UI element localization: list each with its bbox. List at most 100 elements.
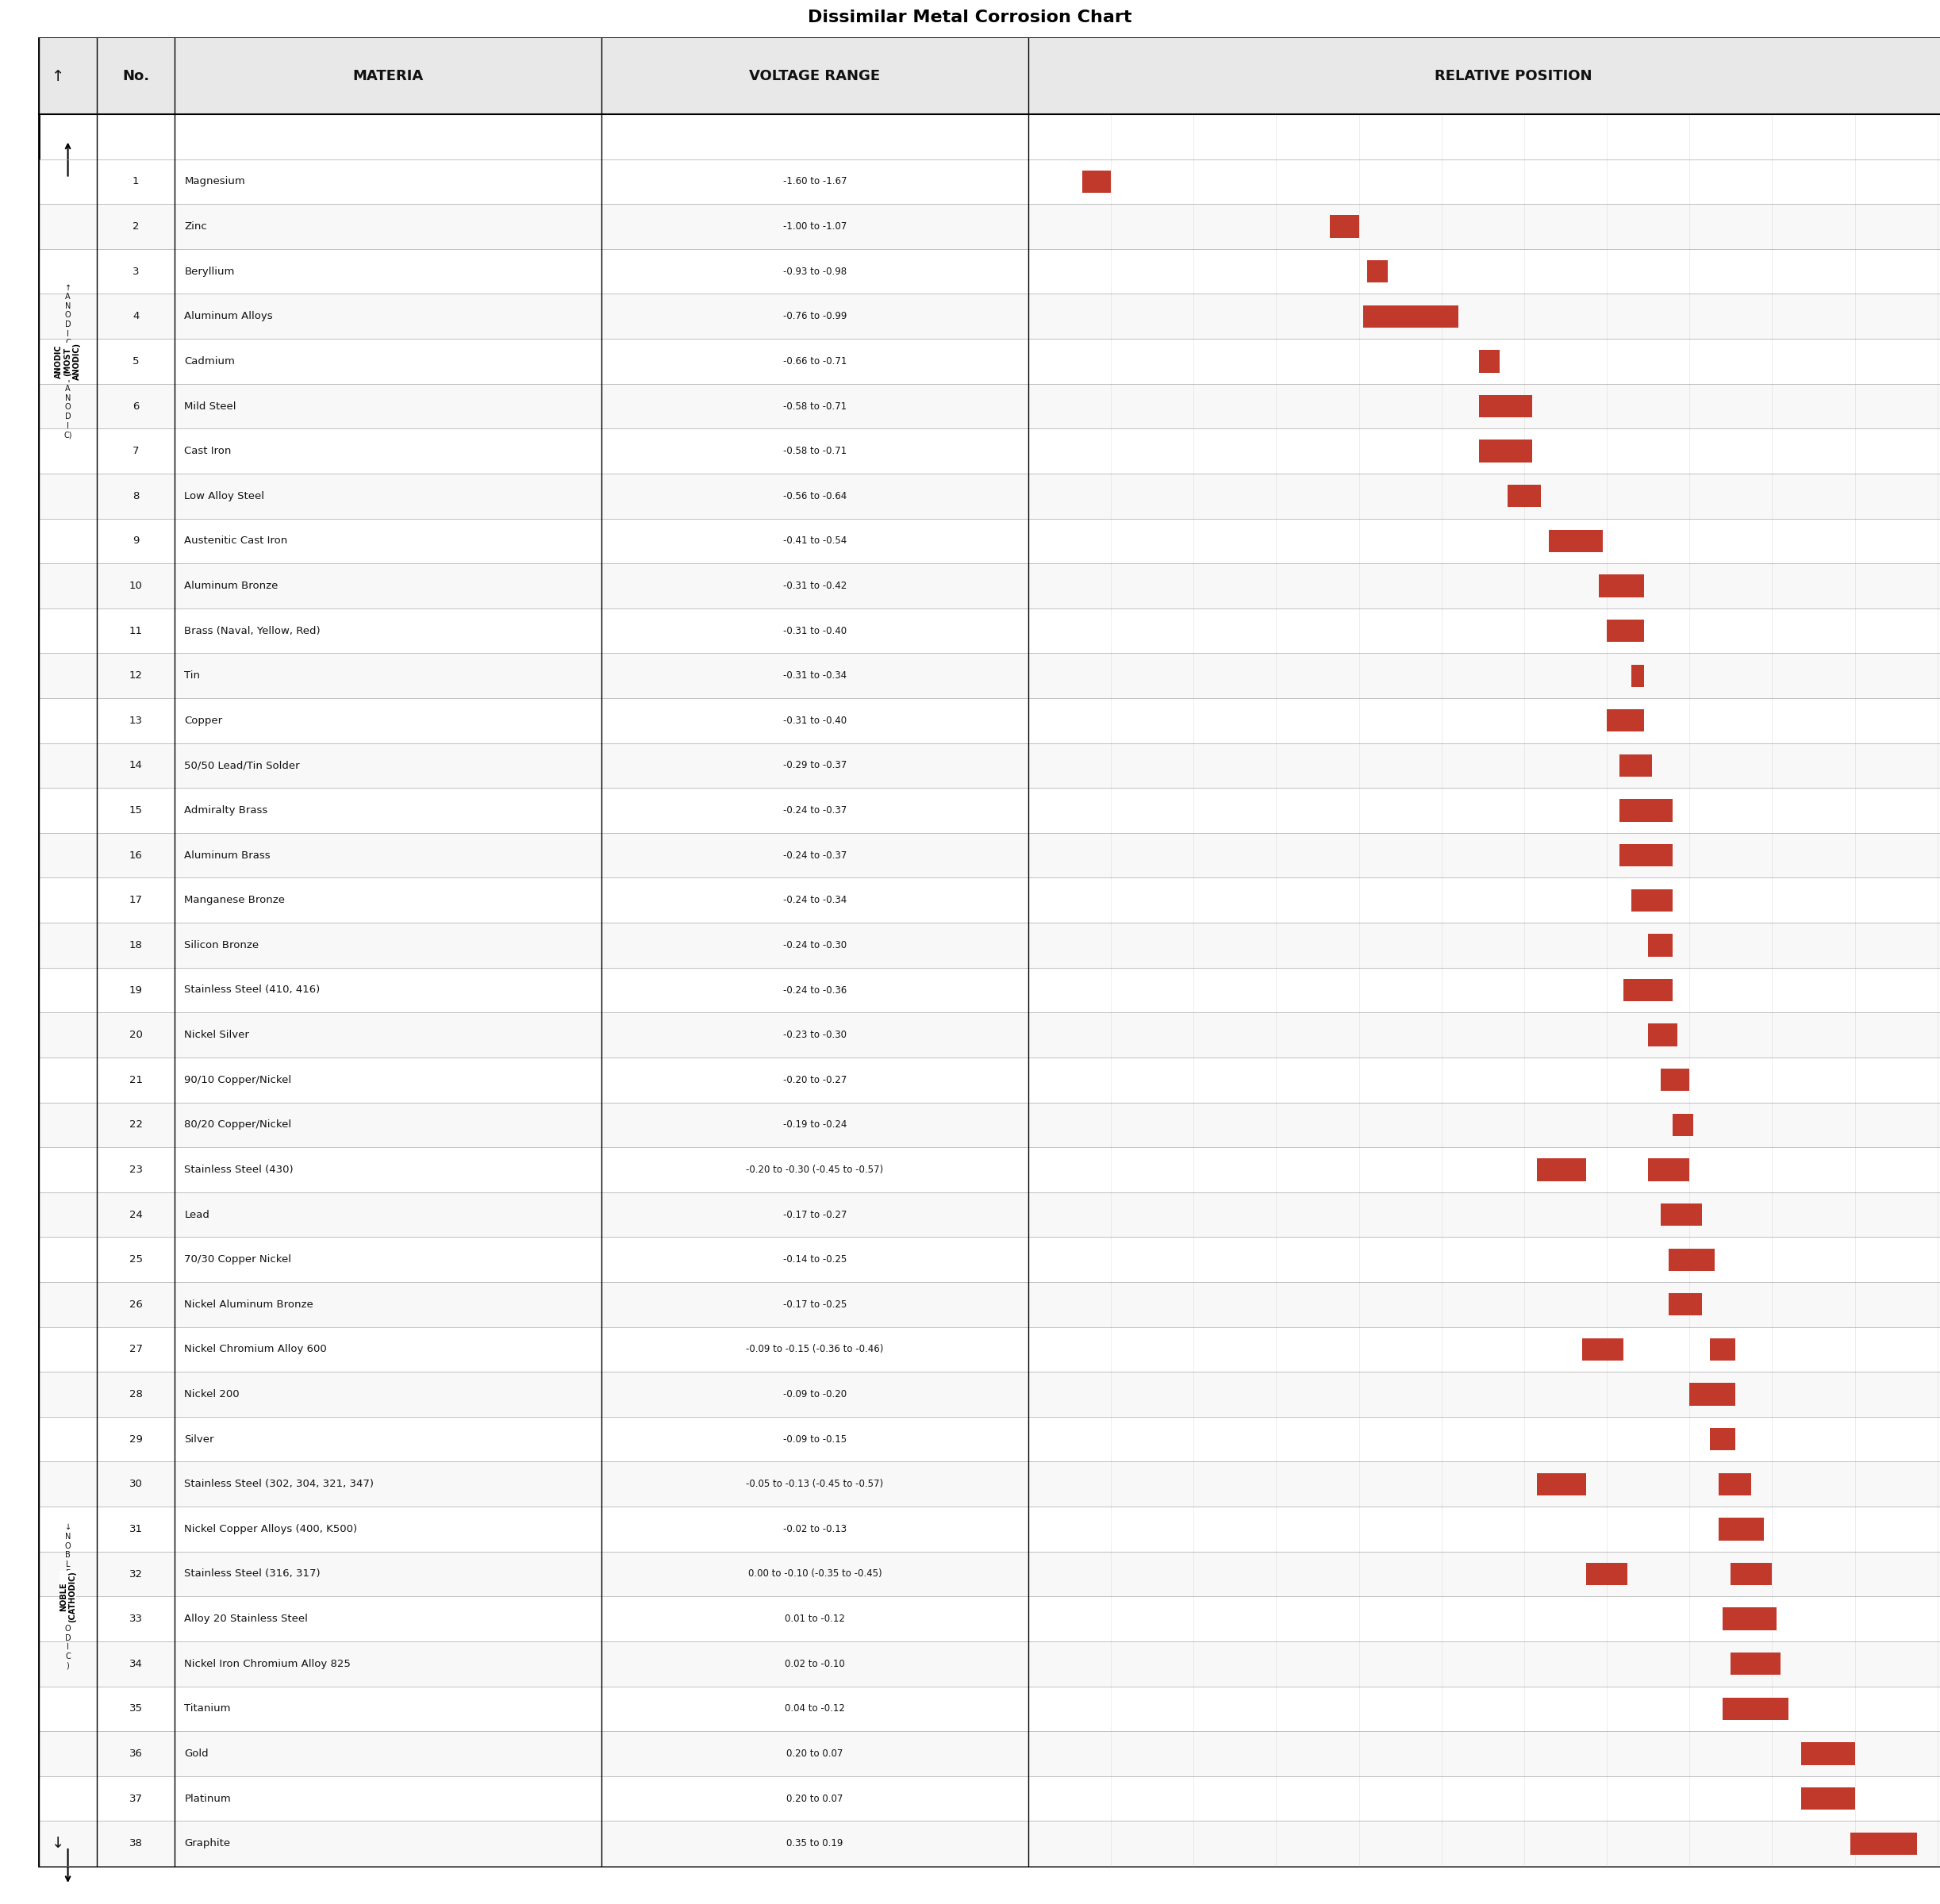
Text: Silicon Bronze: Silicon Bronze xyxy=(184,941,258,950)
Text: VOLTAGE RANGE: VOLTAGE RANGE xyxy=(749,69,881,84)
Bar xyxy=(39,474,1940,518)
Bar xyxy=(39,1731,1940,1776)
Text: Brass (Naval, Yellow, Red): Brass (Naval, Yellow, Red) xyxy=(184,626,320,636)
Text: -0.02 to -0.13: -0.02 to -0.13 xyxy=(784,1523,846,1535)
Text: -0.09 to -0.15: -0.09 to -0.15 xyxy=(784,1434,846,1445)
Text: 29: 29 xyxy=(130,1434,142,1445)
Text: Beryllium: Beryllium xyxy=(184,267,235,276)
Text: No.: No. xyxy=(122,69,149,84)
Text: 12: 12 xyxy=(130,670,142,682)
Bar xyxy=(39,607,1940,653)
Text: Graphite: Graphite xyxy=(184,1837,231,1849)
Text: 70/30 Copper Nickel: 70/30 Copper Nickel xyxy=(184,1255,291,1264)
Bar xyxy=(39,293,1940,339)
Bar xyxy=(1649,1024,1676,1045)
Text: Nickel Aluminum Bronze: Nickel Aluminum Bronze xyxy=(184,1299,314,1310)
Text: Tin: Tin xyxy=(184,670,200,682)
Text: 21: 21 xyxy=(130,1074,142,1085)
Text: 36: 36 xyxy=(130,1748,142,1759)
Text: -0.31 to -0.40: -0.31 to -0.40 xyxy=(784,626,846,636)
Text: Platinum: Platinum xyxy=(184,1794,231,1803)
Bar xyxy=(1606,619,1643,642)
Text: ↓
N
O
B
L
E
(
C
A
T
H
O
D
I
C
): ↓ N O B L E ( C A T H O D I C ) xyxy=(64,1523,72,1670)
Text: Stainless Steel (410, 416): Stainless Steel (410, 416) xyxy=(184,984,320,996)
Text: 27: 27 xyxy=(130,1344,142,1354)
Text: -0.05 to -0.13 (-0.45 to -0.57): -0.05 to -0.13 (-0.45 to -0.57) xyxy=(747,1479,883,1489)
Bar xyxy=(1368,261,1387,282)
Text: 80/20 Copper/Nickel: 80/20 Copper/Nickel xyxy=(184,1120,291,1129)
Bar xyxy=(1536,1158,1587,1180)
Text: -0.24 to -0.34: -0.24 to -0.34 xyxy=(784,895,846,906)
Bar xyxy=(39,1327,1940,1373)
Text: Nickel Copper Alloys (400, K500): Nickel Copper Alloys (400, K500) xyxy=(184,1523,357,1535)
Text: -0.09 to -0.20: -0.09 to -0.20 xyxy=(784,1390,846,1399)
Bar xyxy=(1478,440,1533,463)
Bar xyxy=(1587,1563,1628,1586)
Text: Stainless Steel (430): Stainless Steel (430) xyxy=(184,1165,293,1175)
Text: 0.35 to 0.19: 0.35 to 0.19 xyxy=(786,1837,844,1849)
Text: 4: 4 xyxy=(132,310,140,322)
Text: Austenitic Cast Iron: Austenitic Cast Iron xyxy=(184,535,287,546)
Text: RELATIVE POSITION: RELATIVE POSITION xyxy=(1434,69,1593,84)
Bar xyxy=(39,1373,1940,1417)
Text: Titanium: Titanium xyxy=(184,1704,231,1714)
Bar xyxy=(1723,1607,1777,1630)
Bar xyxy=(39,38,1940,114)
Text: Cast Iron: Cast Iron xyxy=(184,446,231,457)
Text: Cadmium: Cadmium xyxy=(184,356,235,366)
Bar xyxy=(1624,979,1672,1002)
Text: 0.02 to -0.10: 0.02 to -0.10 xyxy=(786,1658,844,1670)
Bar xyxy=(1620,754,1653,777)
Bar xyxy=(1507,486,1540,506)
Text: Mild Steel: Mild Steel xyxy=(184,402,237,411)
Bar xyxy=(39,1281,1940,1327)
Bar xyxy=(1711,1428,1734,1451)
Bar xyxy=(1478,350,1500,373)
Bar xyxy=(1632,664,1643,687)
Text: Aluminum Alloys: Aluminum Alloys xyxy=(184,310,274,322)
Text: -0.24 to -0.30: -0.24 to -0.30 xyxy=(784,941,846,950)
Text: 32: 32 xyxy=(130,1569,142,1578)
Text: Copper: Copper xyxy=(184,716,223,725)
Bar xyxy=(39,1552,1940,1596)
Text: Stainless Steel (316, 317): Stainless Steel (316, 317) xyxy=(184,1569,320,1578)
Text: -0.31 to -0.42: -0.31 to -0.42 xyxy=(784,581,846,590)
Text: -0.76 to -0.99: -0.76 to -0.99 xyxy=(784,310,846,322)
Bar xyxy=(39,518,1940,564)
Text: 0.04 to -0.12: 0.04 to -0.12 xyxy=(784,1704,846,1714)
Text: Manganese Bronze: Manganese Bronze xyxy=(184,895,285,906)
Bar xyxy=(39,249,1940,293)
Text: ↑
A
N
O
D
I
C
(M
O
S
T
A
N
O
D
I
C): ↑ A N O D I C (M O S T A N O D I C) xyxy=(62,284,74,438)
Bar xyxy=(1800,1742,1855,1765)
Text: -0.24 to -0.36: -0.24 to -0.36 xyxy=(784,984,846,996)
Bar xyxy=(39,339,1940,385)
Bar xyxy=(1606,710,1643,731)
Text: -0.31 to -0.40: -0.31 to -0.40 xyxy=(784,716,846,725)
Text: 15: 15 xyxy=(130,805,142,815)
Text: 5: 5 xyxy=(132,356,140,366)
Text: -0.93 to -0.98: -0.93 to -0.98 xyxy=(784,267,846,276)
Text: 90/10 Copper/Nickel: 90/10 Copper/Nickel xyxy=(184,1074,291,1085)
Bar xyxy=(1599,575,1643,598)
Bar xyxy=(1083,169,1112,192)
Text: Nickel Silver: Nickel Silver xyxy=(184,1030,248,1040)
Bar xyxy=(39,653,1940,699)
Text: -0.31 to -0.34: -0.31 to -0.34 xyxy=(784,670,846,682)
Text: 37: 37 xyxy=(130,1794,142,1803)
Bar xyxy=(39,967,1940,1013)
Text: ↓: ↓ xyxy=(52,1835,64,1851)
Bar xyxy=(1668,1249,1715,1270)
Bar xyxy=(39,204,1940,249)
Text: 30: 30 xyxy=(130,1479,142,1489)
Bar xyxy=(39,385,1940,428)
Bar xyxy=(39,1057,1940,1102)
Text: 9: 9 xyxy=(132,535,140,546)
Text: -0.58 to -0.71: -0.58 to -0.71 xyxy=(784,402,846,411)
Bar xyxy=(39,428,1940,474)
Bar xyxy=(1723,1698,1789,1719)
Bar xyxy=(39,1192,1940,1238)
Bar xyxy=(39,564,1940,607)
Bar xyxy=(1620,800,1672,823)
Text: NOBLE
(CATHODIC): NOBLE (CATHODIC) xyxy=(60,1571,76,1622)
Text: 16: 16 xyxy=(130,851,142,861)
